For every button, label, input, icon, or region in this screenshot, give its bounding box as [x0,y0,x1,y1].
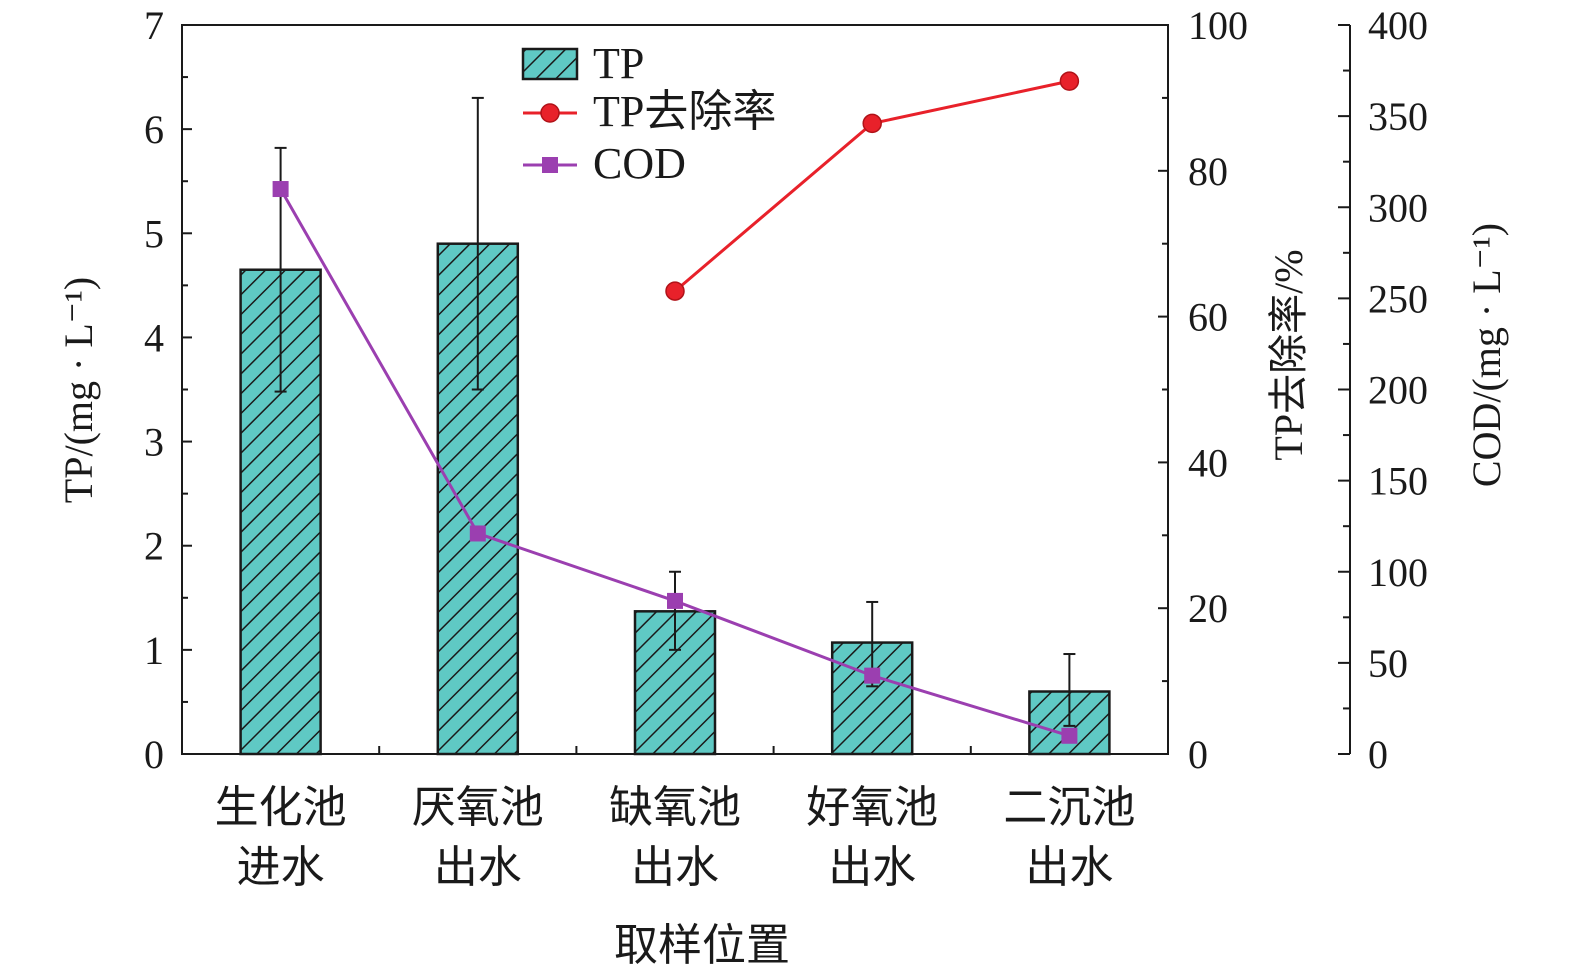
legend-tp-swatch [521,47,579,81]
left-axis-title: TP/(mg · L⁻¹) [56,277,101,503]
legend-tp-label: TP [593,39,644,88]
x-category-label: 生化池 [215,782,347,833]
x-category-label: 出水 [828,842,916,893]
right-axis-2-tick-label: 300 [1368,185,1428,230]
x-category-label: 出水 [434,842,522,893]
right-axis-1-tick-label: 40 [1188,440,1228,485]
left-axis-tick-label: 7 [144,3,164,48]
tp-removal-point [862,113,882,134]
right-axis-2-tick-label: 150 [1368,459,1428,504]
left-axis-tick-label: 5 [144,211,164,256]
right-axis-2-tick-label: 250 [1368,276,1428,321]
right-axis-1-tick-label: 60 [1188,295,1228,340]
x-category-label: 出水 [1025,842,1113,893]
tp-removal-point [665,281,685,301]
x-category-label: 进水 [237,842,325,893]
right-axis-2-tick-label: 350 [1368,94,1428,139]
right-axis-2-tick-label: 100 [1368,550,1428,595]
legend-removal-label: TP去除率 [593,87,776,136]
left-axis-tick-label: 0 [144,732,164,777]
legend-cod-marker [542,157,558,173]
left-axis-tick-label: 1 [144,628,164,673]
right-axis-2-tick-label: 200 [1368,368,1428,413]
x-category-label: 好氧池 [806,782,938,833]
x-category-label: 缺氧池 [609,782,741,833]
x-category-label: 厌氧池 [412,782,544,833]
legend-removal-marker [540,103,560,123]
right-axis-1-tick-label: 0 [1188,732,1208,777]
left-axis-tick-label: 6 [144,107,164,152]
right-axis-1-tick-label: 80 [1188,149,1228,194]
left-axis-tick-label: 4 [144,315,164,360]
right-axis-1-tick-label: 100 [1188,3,1248,48]
left-axis-tick-label: 3 [144,420,164,465]
right-axis-2-tick-label: 50 [1368,641,1408,686]
right-axis-2-title: COD/(mg · L⁻¹) [1464,223,1509,487]
cod-point [272,181,289,198]
right-axis-2-tick-label: 0 [1368,732,1388,777]
cod-point [864,667,881,684]
x-category-label: 出水 [631,842,719,893]
tp-bar [436,242,520,756]
right-axis-2-tick-label: 400 [1368,3,1428,48]
x-axis-title: 取样位置 [614,920,790,971]
plot-area: 0 1 2 3 4 5 6 7 0 20 40 60 80 100 0 50 100 150 200 250 300 35… [56,3,1509,971]
cod-point [1061,727,1078,744]
cod-point [469,525,486,542]
cod-point [667,592,683,609]
right-axis-1-title: TP去除率/% [1266,249,1311,460]
left-axis-tick-label: 2 [144,524,164,569]
legend-cod-label: COD [593,139,686,188]
tp-removal-point [1059,71,1080,91]
x-category-label: 二沉池 [1003,782,1135,833]
right-axis-1-tick-label: 20 [1188,586,1228,631]
